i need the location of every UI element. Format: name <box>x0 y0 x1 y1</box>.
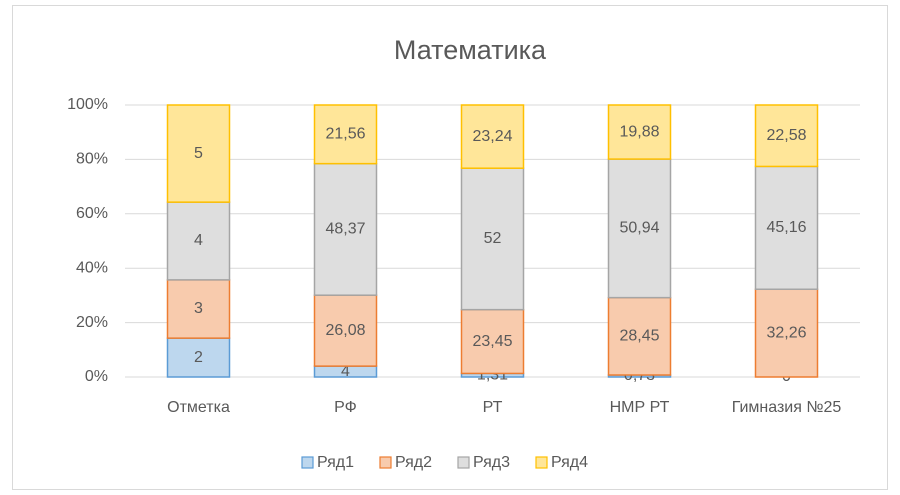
bar-segment <box>607 104 672 160</box>
y-tick-label: 40% <box>76 259 108 276</box>
data-label: 21,56 <box>325 126 365 143</box>
legend-label: Ряд4 <box>551 454 588 471</box>
bar-segment <box>754 165 819 291</box>
x-tick-label: РФ <box>334 399 357 416</box>
bar-segment <box>166 279 231 339</box>
y-tick-label: 100% <box>67 96 108 113</box>
data-label: 50,94 <box>619 220 659 237</box>
legend-swatch <box>457 456 470 469</box>
legend-swatch <box>379 456 392 469</box>
data-label: 28,45 <box>619 328 659 345</box>
data-label: 52 <box>484 230 502 247</box>
y-tick-label: 60% <box>76 205 108 222</box>
y-tick-label: 20% <box>76 314 108 331</box>
chart-title: Математика <box>394 35 547 65</box>
legend-label: Ряд2 <box>395 454 432 471</box>
bar-segment <box>166 337 231 378</box>
bar-segment <box>607 296 672 376</box>
bar-segment <box>607 158 672 299</box>
data-label: 32,26 <box>766 324 806 341</box>
x-tick-label: Отметка <box>167 399 230 416</box>
x-tick-label: НМР РТ <box>610 399 670 416</box>
x-tick-label: РТ <box>483 399 503 416</box>
y-tick-label: 80% <box>76 151 108 168</box>
data-label: 26,08 <box>325 322 365 339</box>
legend-swatch <box>535 456 548 469</box>
data-label: 4 <box>194 232 203 249</box>
data-label: 19,88 <box>619 123 659 140</box>
y-tick-label: 0% <box>85 368 108 385</box>
data-label: 48,37 <box>325 221 365 238</box>
legend-label: Ряд3 <box>473 454 510 471</box>
bar-segment <box>754 288 819 378</box>
bar-segment <box>166 104 231 203</box>
bar-segment <box>460 104 525 169</box>
data-label: 2 <box>194 349 203 366</box>
data-label: 23,24 <box>472 128 512 145</box>
data-label: 3 <box>194 300 203 317</box>
data-label: 22,58 <box>766 127 806 144</box>
bar-segment <box>460 167 525 311</box>
legend-label: Ряд1 <box>317 454 354 471</box>
bar-segment <box>313 104 378 165</box>
x-tick-label: Гимназия №25 <box>732 399 842 416</box>
data-label: 5 <box>194 145 203 162</box>
data-label: 45,16 <box>766 219 806 236</box>
data-label: 4 <box>341 363 350 380</box>
chart-border <box>12 5 888 490</box>
bar-segment <box>754 104 819 168</box>
legend-swatch <box>301 456 314 469</box>
data-label: 23,45 <box>472 333 512 350</box>
bar-segment <box>460 308 525 375</box>
